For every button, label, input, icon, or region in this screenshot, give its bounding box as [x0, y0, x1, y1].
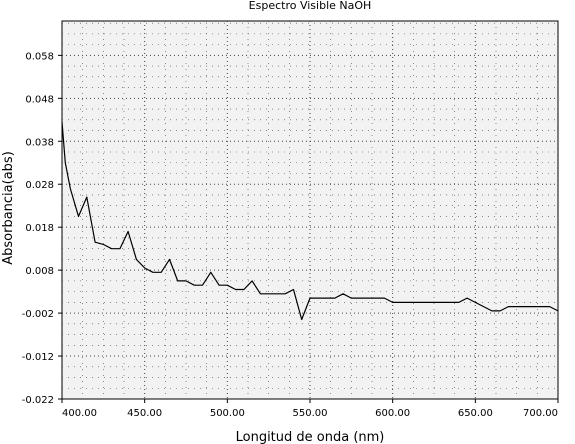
x-tick-label: 650.00 [458, 408, 493, 419]
plot-area [61, 20, 559, 400]
x-axis-label: Longitud de onda (nm) [236, 430, 385, 444]
y-tick-label: -0.002 [22, 309, 54, 320]
y-tick-label: 0.018 [25, 223, 54, 234]
y-tick-label: 0.048 [25, 94, 54, 105]
x-tick-label: 450.00 [127, 408, 162, 419]
chart-title: Espectro Visible NaOH [249, 0, 372, 12]
x-tick-label: 700.00 [523, 408, 558, 419]
series-layer [61, 121, 559, 321]
y-tick-label: 0.028 [25, 180, 54, 191]
y-tick-label: -0.022 [22, 395, 54, 406]
x-axis-ticks: 400.00 450.00 500.00 550.00 600.00 650.00 700.… [61, 399, 559, 419]
y-axis-ticks: -0.022 -0.012 -0.002 0.008 0.018 0.028 0.038 0.… [22, 51, 62, 406]
x-tick-label: 550.00 [293, 408, 328, 419]
y-tick-label: 0.058 [25, 51, 54, 62]
y-tick-label: 0.038 [25, 137, 54, 148]
x-tick-label: 500.00 [210, 408, 245, 419]
y-axis-label: Absorbancia(abs) [1, 151, 16, 265]
x-tick-label: 600.00 [375, 408, 410, 419]
y-tick-label: -0.012 [22, 352, 54, 363]
grid-lines [62, 21, 558, 399]
y-tick-label: 0.008 [25, 266, 54, 277]
absorbance-series-line [61, 121, 559, 321]
x-tick-label: 400.00 [62, 408, 97, 419]
